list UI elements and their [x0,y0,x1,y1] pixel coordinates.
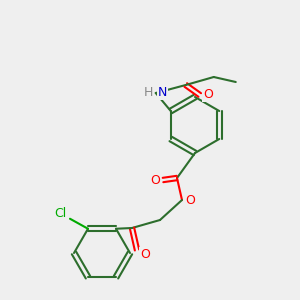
Text: Cl: Cl [54,207,66,220]
Text: O: O [150,173,160,187]
Text: O: O [140,248,150,260]
Text: N: N [158,86,167,100]
Text: O: O [203,88,213,101]
Text: O: O [185,194,195,206]
Text: H: H [144,86,153,100]
